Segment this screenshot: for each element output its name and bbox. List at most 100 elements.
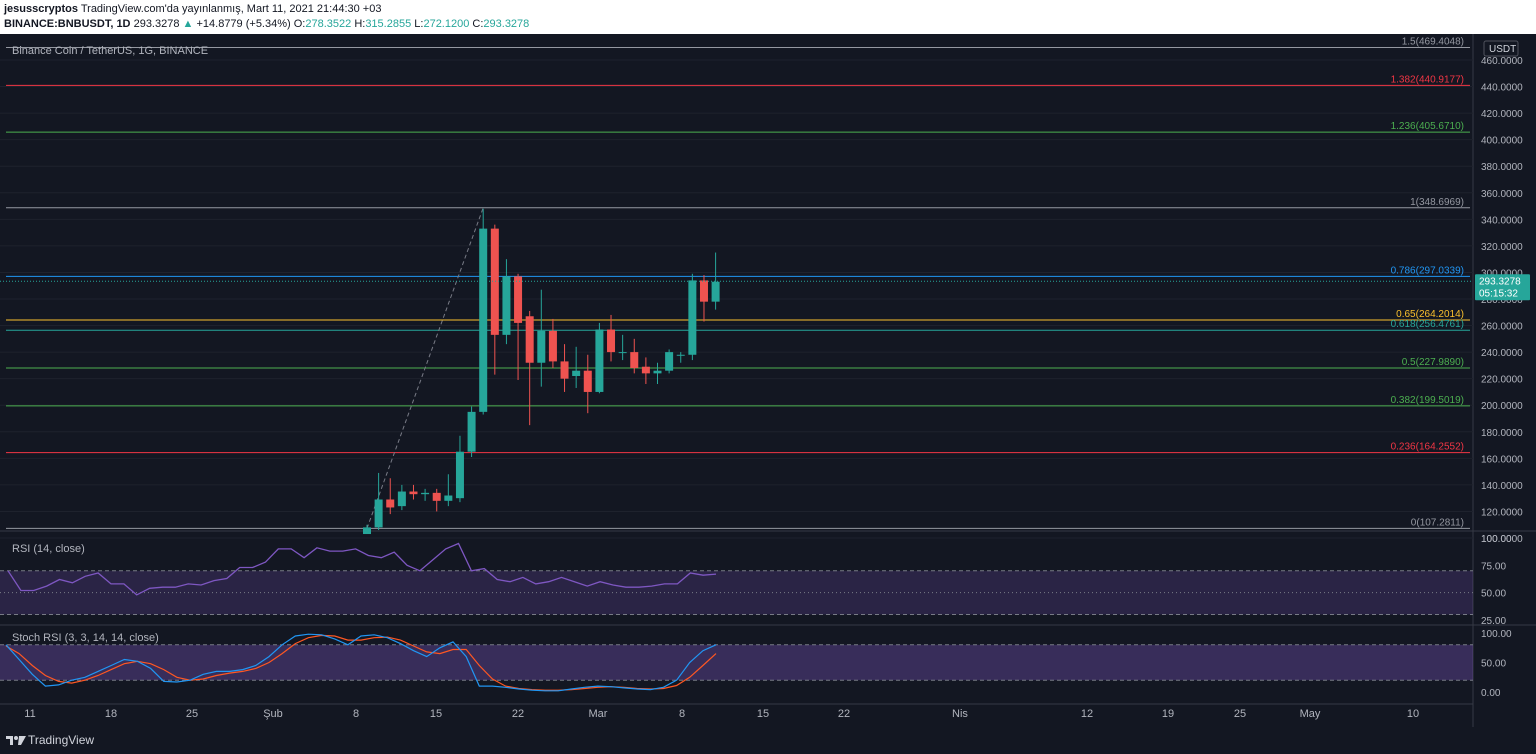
candle-body [432,492,441,501]
time-tick-label: 11 [24,708,35,720]
last-price-tag-value: 293.3278 [1479,276,1521,287]
symbol-label: BINANCE:BNBUSDT, 1D [4,18,131,30]
candle-body [583,370,592,392]
time-tick-label: May [1300,708,1321,720]
tradingview-brand[interactable]: TradingView [28,733,95,747]
price-tick-label: 200.0000 [1481,401,1523,412]
price-tick-label: 220.0000 [1481,375,1523,386]
last-price: 293.3278 [133,18,180,30]
fib-level-label: 1(348.6969) [1410,197,1464,208]
candle-body [537,330,546,363]
time-tick-label: 25 [1234,708,1246,720]
chart-info-bar: jesusscryptos TradingView.com'da yayınla… [0,0,1536,34]
candle-body [467,411,476,452]
stoch-tick-label: 50.00 [1481,659,1506,670]
fib-trend-line[interactable] [366,207,484,529]
price-change: +14.8779 (+5.34%) [196,18,291,30]
candle-body [386,499,395,508]
high-value: 315.2855 [365,18,412,30]
candlestick-series [363,208,720,535]
candle-body [455,451,464,499]
price-tick-label: 240.0000 [1481,348,1523,359]
stoch-d-line [5,634,717,691]
price-axis[interactable]: 460.0000 440.0000 420.0000 400.0000 380.0000… [1481,56,1523,545]
candle-body [363,527,371,535]
close-label: C: [472,18,484,30]
rsi-tick-label: 75.00 [1481,561,1506,572]
candle-body [699,280,708,302]
fib-level-label: 0(107.2811) [1411,517,1464,528]
footer: TradingView [0,727,1536,754]
time-tick-label: 18 [105,708,117,720]
time-tick-label: 15 [430,708,442,720]
chart-background [0,34,1536,727]
candle-body [641,366,650,374]
time-tick-label: Nis [952,708,968,720]
rsi-tick-label: 50.00 [1481,589,1506,600]
up-triangle-icon: ▲ [182,18,194,30]
price-tick-label: 260.0000 [1481,322,1523,333]
author-name[interactable]: jesusscryptos [4,3,78,15]
time-tick-label: 19 [1162,708,1174,720]
price-tick-label: 160.0000 [1481,454,1523,465]
price-tick-label: 440.0000 [1481,83,1523,94]
tradingview-logo-icon [6,736,26,745]
stoch-levels [0,644,1473,681]
fibonacci-retracement[interactable]: 1.5(469.4048) 1.382(440.9177) 1.236(405.67… [6,37,1470,529]
candle-body [548,330,557,362]
price-tick-label: 340.0000 [1481,215,1523,226]
time-tick-label: Mar [589,708,608,720]
publish-line: jesusscryptos TradingView.com'da yayınla… [4,3,381,15]
currency-button[interactable] [1483,40,1519,57]
candle-body [444,495,453,501]
candle-body [665,352,674,371]
price-tick-label: 300.0000 [1481,268,1523,279]
fib-level-label: 1.382(440.9177) [1391,74,1464,85]
rsi-tick-label: 25.00 [1481,616,1506,627]
price-tick-label: 400.0000 [1481,136,1523,147]
candle-body [688,280,697,355]
price-tick-label: 420.0000 [1481,109,1523,120]
fib-level-label: 0.5(227.9890) [1402,357,1464,368]
candle-body [618,352,627,354]
bar-countdown: 05:15:32 [1479,288,1518,299]
fib-level-label: 0.786(297.0339) [1391,265,1464,276]
candle-body [374,499,383,528]
fib-level-label: 0.65(264.2014) [1396,309,1464,320]
low-value: 272.1200 [423,18,470,30]
price-grid [0,59,1473,539]
candle-body [397,491,406,507]
candle-body [572,370,581,377]
fib-level-label: 0.618(256.4761) [1391,319,1464,330]
stoch-axis: 100.00 50.00 0.00 [1481,629,1512,699]
time-tick-label: 25 [186,708,198,720]
time-tick-label: Şub [263,708,283,720]
time-tick-label: 15 [757,708,769,720]
last-price-tag [1475,274,1530,301]
time-tick-label: 8 [679,708,685,720]
fib-level-label: 0.236(164.2552) [1391,442,1464,453]
currency-label[interactable]: USDT [1489,44,1516,55]
publish-info: TradingView.com'da yayınlanmış, Mart 11,… [80,3,382,15]
rsi-line [7,542,717,596]
symbol-line: BINANCE:BNBUSDT, 1D 293.3278 ▲ +14.8779 … [4,18,529,30]
time-tick-label: 22 [512,708,524,720]
candle-body [595,329,604,392]
fib-level-label: 1.5(469.4048) [1402,37,1464,48]
stoch-band [0,644,1473,681]
rsi-levels [0,570,1473,616]
low-label: L: [414,18,424,30]
candle-body [479,228,488,412]
rsi-title: RSI (14, close) [12,543,85,555]
chart-canvas[interactable]: 1.5(469.4048) 1.382(440.9177) 1.236(405.67… [0,34,1536,727]
fib-level-label: 0.382(199.5019) [1391,395,1464,406]
time-tick-label: 12 [1081,708,1093,720]
high-label: H: [354,18,366,30]
time-axis[interactable]: 11 18 25 Şub 8 15 22 Mar 8 15 22 Nis 12 19 25 May 10 [24,708,1419,720]
candle-body [525,316,534,363]
candle-body [490,228,499,335]
open-value: 278.3522 [305,18,352,30]
candle-body [502,276,511,335]
stoch-k-line [5,633,717,692]
candle-body [560,361,569,379]
